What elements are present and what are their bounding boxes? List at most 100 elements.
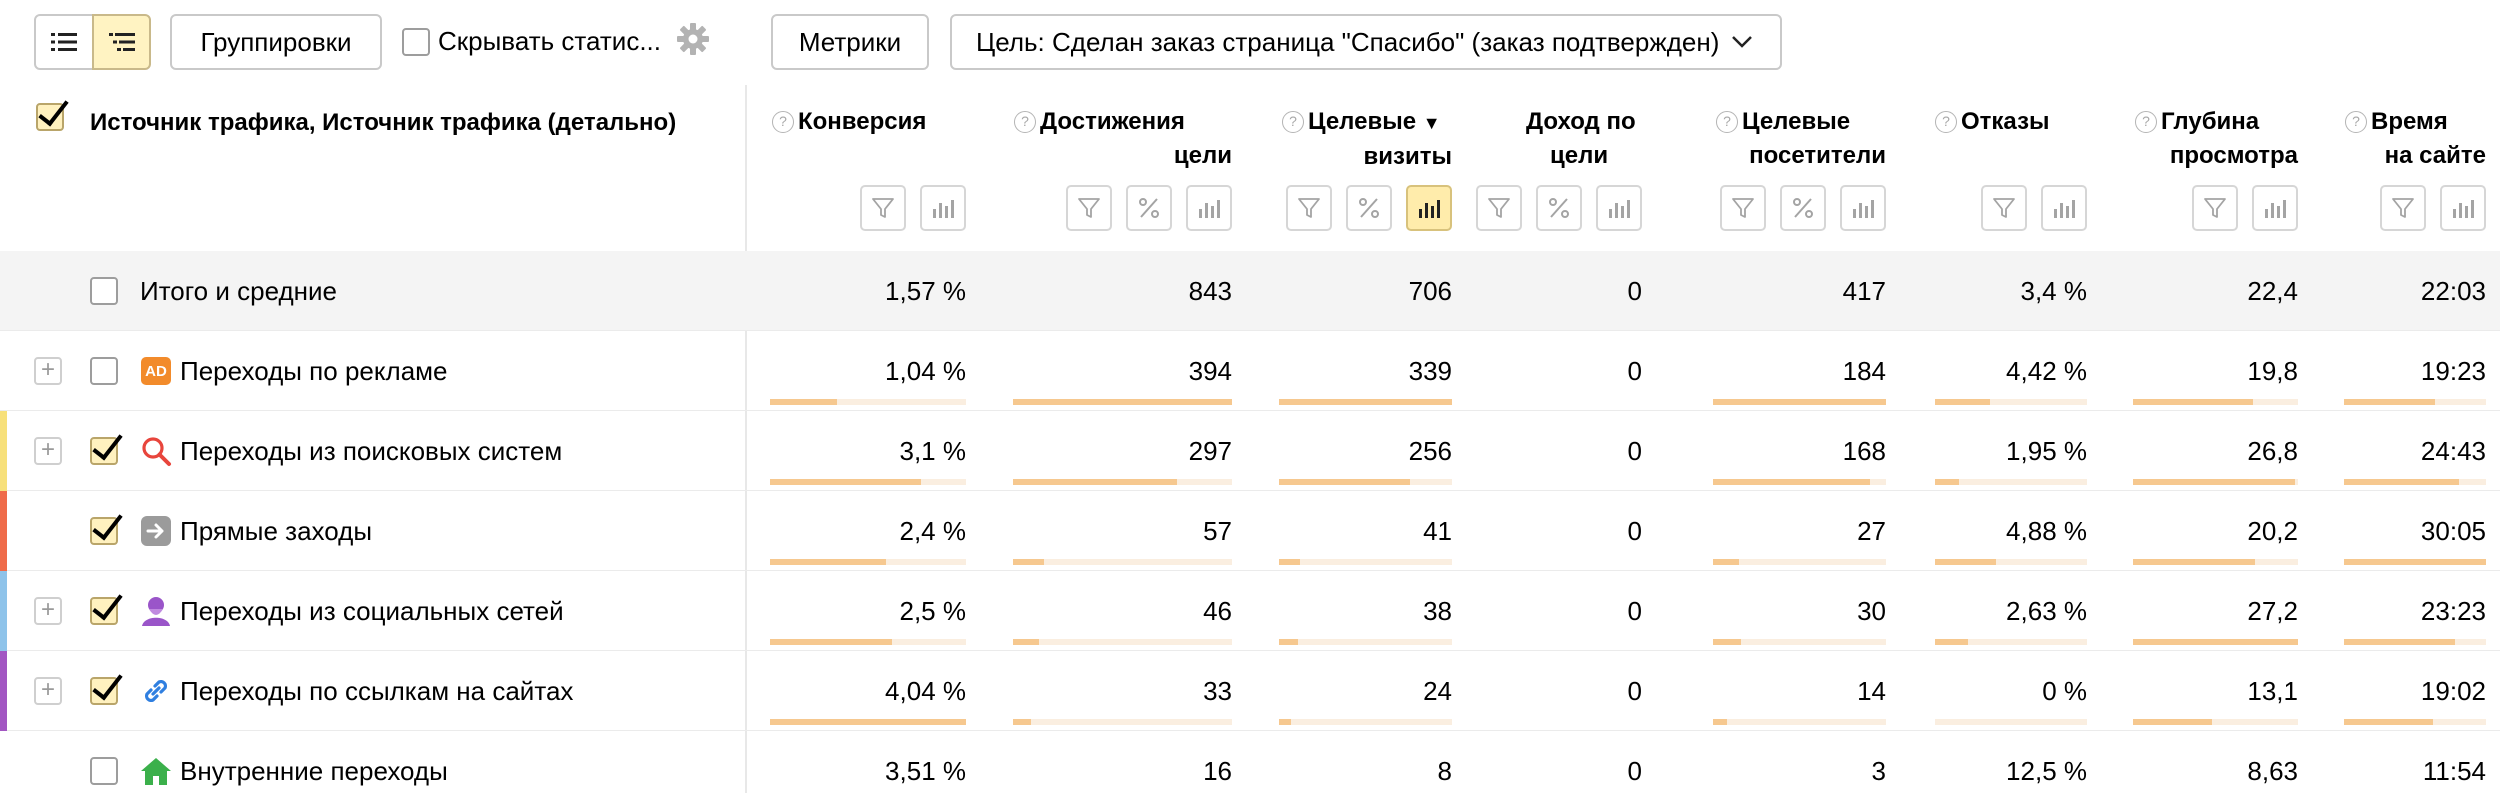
row-checkbox[interactable] <box>90 517 118 545</box>
column-header[interactable]: ? Глубина просмотра <box>2135 105 2298 173</box>
percent-icon[interactable] <box>1346 185 1392 231</box>
column-header[interactable]: ? Отказы <box>1935 105 2087 139</box>
help-icon[interactable]: ? <box>1935 111 1957 133</box>
metric-value: 417 <box>1842 276 1886 306</box>
bar-chart-icon[interactable] <box>1840 185 1886 231</box>
column-header[interactable]: ? Достижения цели <box>1014 105 1232 173</box>
table-row[interactable]: Прямые заходы 2,4 % 57 41 0 27 4,88 % 20,2 30:05 <box>0 491 2500 571</box>
column-header[interactable]: ? Время на сайте <box>2345 105 2486 173</box>
expand-icon[interactable]: + <box>34 437 62 465</box>
groupings-button[interactable]: Группировки <box>170 14 382 70</box>
hide-stats-checkbox[interactable] <box>402 27 430 56</box>
metric-value: 0 <box>1627 276 1642 306</box>
metric-bar <box>1279 719 1452 725</box>
expand-icon[interactable]: + <box>34 597 62 625</box>
list-view-button[interactable] <box>34 14 94 70</box>
bar-chart-icon[interactable] <box>920 185 966 231</box>
column-header[interactable]: Доход по цели <box>1500 105 1642 173</box>
filter-icon[interactable] <box>1066 185 1112 231</box>
goal-select[interactable]: Цель: Сделан заказ страница "Спасибо" (з… <box>950 14 1782 70</box>
toolbar: Группировки Скрывать статис... Метрики Ц… <box>0 0 2500 85</box>
column-header[interactable]: ? Конверсия <box>772 105 966 139</box>
hide-stats-toggle[interactable]: Скрывать статис... <box>402 26 661 57</box>
bar-chart-icon[interactable] <box>1406 185 1452 231</box>
row-label[interactable]: Прямые заходы <box>180 516 373 546</box>
table-row[interactable]: Внутренние переходы 3,51 % 16 8 0 3 12,5 % 8,63… <box>0 731 2500 793</box>
row-label[interactable]: Переходы по рекламе <box>180 356 448 386</box>
percent-icon[interactable] <box>1126 185 1172 231</box>
metrics-button[interactable]: Метрики <box>771 14 929 70</box>
metric-value: 394 <box>1188 356 1232 386</box>
help-icon[interactable]: ? <box>2135 111 2157 133</box>
metric-value: 2,4 % <box>899 516 967 546</box>
metric-value: 11:54 <box>2422 756 2486 786</box>
metric-value: 2,63 % <box>2006 596 2087 626</box>
column-header[interactable]: ? Целевые ▼ визиты <box>1282 105 1452 174</box>
totals-row[interactable]: Итого и средние 1,57 % 843 706 0 417 3,4 % 22,4… <box>0 251 2500 331</box>
row-checkbox[interactable] <box>90 757 118 785</box>
table-row[interactable]: + Переходы из поисковых систем 3,1 % 297 256… <box>0 411 2500 491</box>
table-row[interactable]: + Переходы из социальных сетей 2,5 % 46 38 0 3… <box>0 571 2500 651</box>
arrow-right-icon <box>140 515 172 547</box>
help-icon[interactable]: ? <box>1282 111 1304 133</box>
row-checkbox[interactable] <box>90 277 118 305</box>
metric-value: 1,95 % <box>2006 436 2087 466</box>
metric-value: 46 <box>1203 596 1232 626</box>
help-icon[interactable]: ? <box>1716 111 1738 133</box>
tree-view-button[interactable] <box>92 14 151 70</box>
dimension-header[interactable]: Источник трафика, Источник трафика (дета… <box>90 109 677 136</box>
row-label[interactable]: Итого и средние <box>140 276 337 306</box>
metric-value: 0 <box>1627 596 1642 626</box>
metric-bar <box>1279 399 1452 405</box>
gear-icon[interactable] <box>676 22 710 61</box>
column-header-line2: визиты <box>1363 143 1452 170</box>
filter-icon[interactable] <box>1981 185 2027 231</box>
home-icon <box>140 755 172 787</box>
metric-value: 19,8 <box>2247 356 2298 386</box>
percent-icon[interactable] <box>1536 185 1582 231</box>
bar-chart-icon[interactable] <box>2041 185 2087 231</box>
table-row[interactable]: + Переходы по ссылкам на сайтах 4,04 % 33 24… <box>0 651 2500 731</box>
bar-chart-icon[interactable] <box>1186 185 1232 231</box>
row-color-stripe <box>0 651 7 731</box>
row-label[interactable]: Переходы по ссылкам на сайтах <box>180 676 574 706</box>
help-icon[interactable]: ? <box>2345 111 2367 133</box>
metric-bar <box>1935 399 2087 405</box>
percent-icon[interactable] <box>1780 185 1826 231</box>
bar-chart-icon[interactable] <box>1596 185 1642 231</box>
bar-chart-icon[interactable] <box>2252 185 2298 231</box>
metric-bar <box>1279 559 1452 565</box>
metric-value: 27 <box>1857 516 1886 546</box>
filter-icon[interactable] <box>2192 185 2238 231</box>
filter-icon[interactable] <box>860 185 906 231</box>
select-all-checkbox[interactable] <box>36 103 64 131</box>
row-label[interactable]: Переходы из поисковых систем <box>180 436 563 466</box>
filter-icon[interactable] <box>1720 185 1766 231</box>
help-icon[interactable]: ? <box>772 111 794 133</box>
metric-value: 30:05 <box>2420 516 2486 546</box>
row-checkbox[interactable] <box>90 677 118 705</box>
filter-icon[interactable] <box>2380 185 2426 231</box>
help-icon[interactable]: ? <box>1014 111 1036 133</box>
table-header: Источник трафика, Источник трафика (дета… <box>0 85 2500 251</box>
column-header[interactable]: ? Целевые посетители <box>1716 105 1886 173</box>
row-color-stripe <box>0 491 7 571</box>
filter-icon[interactable] <box>1476 185 1522 231</box>
metric-value: 184 <box>1842 356 1886 386</box>
column-header-line1: Доход по <box>1526 108 1636 135</box>
metric-bar <box>1935 639 2087 645</box>
metric-value: 30 <box>1857 596 1886 626</box>
row-checkbox[interactable] <box>90 437 118 465</box>
table-row[interactable]: + AD Переходы по рекламе 1,04 % 394 339 0 184 4,… <box>0 331 2500 411</box>
row-label[interactable]: Переходы из социальных сетей <box>180 596 564 626</box>
expand-icon[interactable]: + <box>34 677 62 705</box>
expand-icon[interactable]: + <box>34 357 62 385</box>
row-label[interactable]: Внутренние переходы <box>180 756 448 786</box>
row-checkbox[interactable] <box>90 597 118 625</box>
metric-value: 339 <box>1408 356 1452 386</box>
row-color-stripe <box>0 411 7 491</box>
row-checkbox[interactable] <box>90 357 118 385</box>
filter-icon[interactable] <box>1286 185 1332 231</box>
bar-chart-icon[interactable] <box>2440 185 2486 231</box>
metric-bar <box>1279 479 1452 485</box>
